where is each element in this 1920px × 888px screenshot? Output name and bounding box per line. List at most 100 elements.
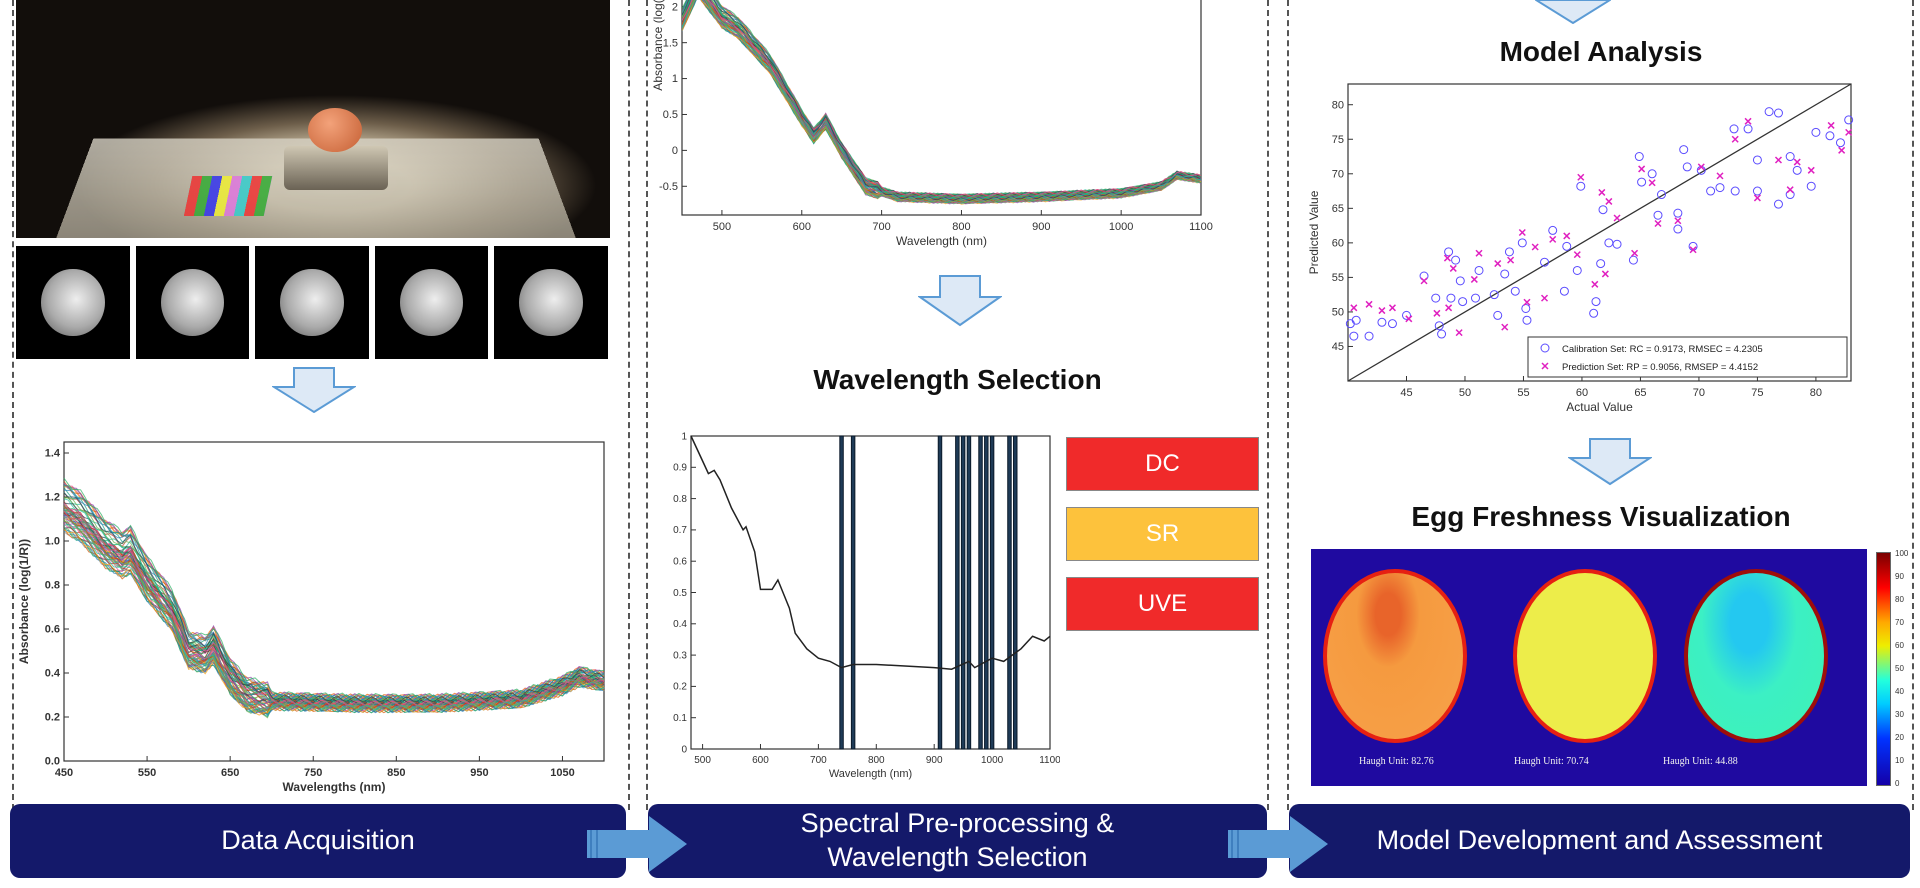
selected-wavelength-band: [978, 435, 983, 750]
method-dc: DC: [1066, 437, 1259, 491]
calibration-point: [1628, 255, 1638, 265]
calibration-point: [1706, 186, 1716, 196]
calibration-point: [1401, 310, 1411, 320]
legend-calibration-marker: [1540, 343, 1550, 353]
x-tick-label: 650: [221, 767, 239, 779]
flow-arrow-down-icon: [1568, 438, 1652, 486]
calibration-point: [1437, 329, 1447, 339]
spectrum-line: [63, 520, 605, 713]
y-tick-label: 50: [1332, 307, 1344, 319]
method-uve: UVE: [1066, 577, 1259, 631]
y-tick-label: 0: [681, 744, 687, 755]
spectrum-line: [63, 528, 605, 718]
calibration-point: [1637, 177, 1647, 187]
prediction-point: [1443, 254, 1451, 262]
calibration-point: [1647, 169, 1657, 179]
prediction-point: [1501, 323, 1509, 331]
y-tick-label: 1.2: [45, 492, 60, 504]
prediction-point: [1470, 275, 1478, 283]
prediction-point: [1350, 304, 1358, 312]
y-axis-label: Absorbance (log(1/: [651, 0, 665, 91]
prediction-point: [1449, 264, 1457, 272]
x-tick-label: 500: [694, 755, 711, 766]
calibration-point: [1548, 225, 1558, 235]
calibration-point: [1489, 290, 1499, 300]
egg-heatmap-1: [1323, 569, 1467, 743]
x-tick-label: 900: [926, 755, 943, 766]
calibration-point: [1351, 315, 1361, 325]
spectrum-line: [63, 489, 605, 702]
calibration-point: [1612, 239, 1622, 249]
prediction-point: [1631, 249, 1639, 257]
preprocessed-spectra-chart: 500 600 700 800 900 1000 1100 -0.5 0 0.5 1 1.5 2 Wave…: [651, 0, 1213, 248]
calibration-point: [1844, 115, 1854, 125]
stage-label: Spectral Pre-processing &: [800, 808, 1115, 839]
calibration-point: [1500, 269, 1510, 279]
prediction-point: [1731, 135, 1739, 143]
y-tick-label: 0.2: [45, 712, 60, 724]
calibration-point: [1451, 255, 1461, 265]
y-tick-label: 45: [1332, 341, 1344, 353]
selected-wavelength-band: [989, 435, 995, 750]
colorbar-tick: 50: [1895, 664, 1904, 673]
y-tick-label: 0.4: [45, 668, 61, 680]
prediction-point: [1523, 298, 1531, 306]
y-tick-label: 60: [1332, 238, 1344, 250]
prediction-point: [1540, 294, 1549, 302]
selected-wavelength-band: [1007, 435, 1012, 750]
y-tick-label: 80: [1332, 99, 1344, 111]
stage-model-development: Model Development and Assessment: [1289, 804, 1910, 878]
colorbar-tick: 100: [1895, 549, 1909, 558]
y-tick-label: 0.6: [673, 557, 687, 568]
x-tick-label: 1100: [1039, 755, 1060, 766]
x-tick-label: 600: [793, 221, 811, 233]
spectrum-line: [682, 0, 1201, 204]
y-tick-label: 0.9: [673, 463, 687, 474]
wavelength-selection-title: Wavelength Selection: [813, 364, 1102, 395]
x-tick-label: 70: [1693, 387, 1705, 399]
calibration-point: [1559, 286, 1569, 296]
colorbar-tick: 60: [1895, 641, 1904, 650]
prediction-point: [1455, 329, 1463, 337]
x-tick-label: 1000: [981, 755, 1004, 766]
calibration-point: [1729, 124, 1739, 134]
prediction-point: [1786, 186, 1794, 194]
x-tick-label: 55: [1517, 387, 1529, 399]
column-divider: [1287, 0, 1289, 810]
flow-arrow-right-icon: [587, 816, 687, 872]
y-tick-label: -0.5: [659, 181, 678, 193]
flow-arrow-right-icon: [1228, 816, 1328, 872]
y-tick-label: 75: [1332, 134, 1344, 146]
y-tick-label: 70: [1332, 168, 1344, 180]
prediction-point: [1753, 194, 1761, 202]
selected-wavelength-band: [937, 435, 943, 750]
calibration-point: [1730, 186, 1740, 196]
x-tick-label: 600: [752, 755, 769, 766]
calibration-point: [1825, 131, 1835, 141]
stage-label: Wavelength Selection: [827, 842, 1088, 872]
column-divider: [628, 0, 630, 810]
y-tick-label: 0.6: [45, 624, 60, 636]
calibration-point: [1377, 317, 1387, 327]
calibration-point: [1576, 181, 1586, 191]
calibration-point: [1434, 321, 1444, 331]
spectrum-line: [63, 523, 605, 711]
calibration-point: [1773, 199, 1783, 209]
x-axis-label: Wavelength (nm): [896, 234, 987, 248]
prediction-point: [1654, 219, 1662, 228]
y-tick-label: 0.5: [663, 109, 678, 121]
x-tick-label: 50: [1459, 387, 1471, 399]
colorbar-tick: 10: [1895, 756, 1904, 765]
colorbar-tick: 70: [1895, 618, 1904, 627]
selected-wavelength-band: [850, 435, 856, 750]
calibration-point: [1792, 165, 1802, 175]
prediction-point: [1638, 165, 1646, 173]
calibration-point: [1596, 259, 1606, 269]
y-tick-label: 0.8: [673, 494, 687, 505]
stage-label: Data Acquisition: [221, 825, 415, 856]
y-tick-label: 0.5: [673, 588, 687, 599]
haugh-unit-label: Haugh Unit: 82.76: [1359, 756, 1434, 767]
colorbar: [1876, 552, 1891, 786]
calibration-point: [1455, 276, 1465, 286]
spectrum-line: [682, 0, 1201, 197]
